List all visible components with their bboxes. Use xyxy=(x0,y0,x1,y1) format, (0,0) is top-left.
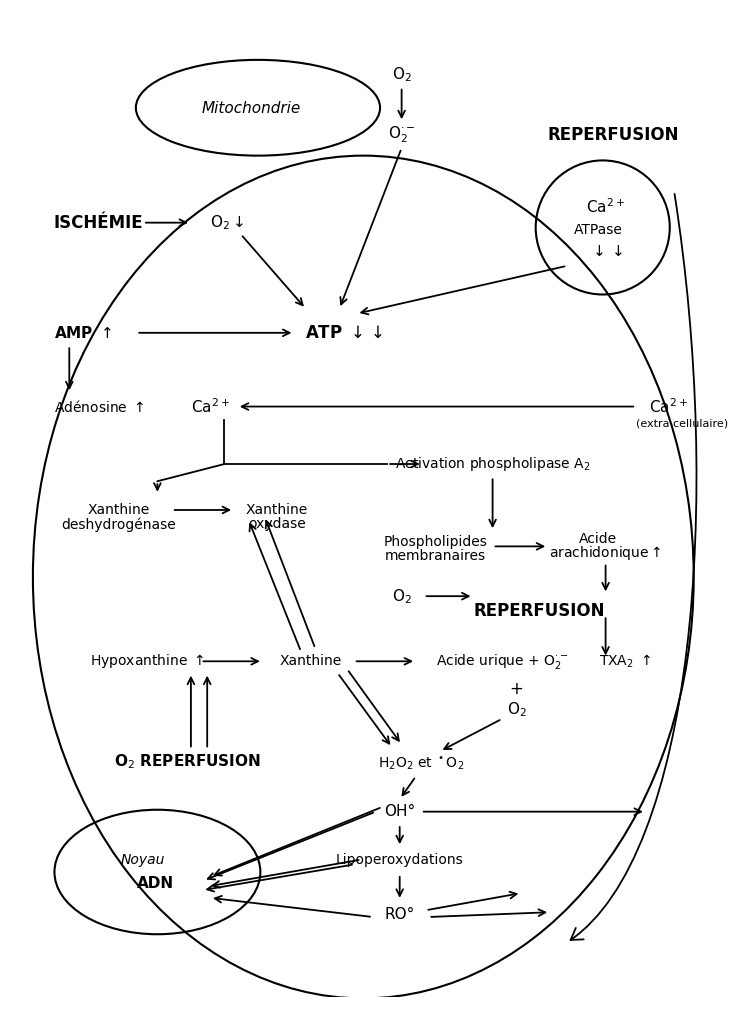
Text: Xanthine: Xanthine xyxy=(88,503,150,517)
Text: Lipoperoxydations: Lipoperoxydations xyxy=(336,854,464,867)
Text: oxydase: oxydase xyxy=(248,518,306,531)
Text: OH°: OH° xyxy=(384,804,415,819)
Text: Acide: Acide xyxy=(579,532,617,546)
Text: O$_2^{·-}$: O$_2^{·-}$ xyxy=(388,124,415,145)
Text: Ca$^{2+}$: Ca$^{2+}$ xyxy=(190,397,229,416)
Text: O$_2$: O$_2$ xyxy=(391,65,412,84)
Text: (extra cellulaire): (extra cellulaire) xyxy=(636,419,728,429)
Text: Mitochondrie: Mitochondrie xyxy=(202,101,301,116)
Text: deshydrogénase: deshydrogénase xyxy=(62,517,176,532)
Text: Ca$^{2+}$: Ca$^{2+}$ xyxy=(648,397,687,416)
Text: Hypoxanthine $\uparrow$: Hypoxanthine $\uparrow$ xyxy=(90,652,205,671)
Text: O$_2$$\downarrow$: O$_2$$\downarrow$ xyxy=(211,213,244,232)
Text: REPERFUSION: REPERFUSION xyxy=(548,125,679,144)
Text: membranaires: membranaires xyxy=(385,549,486,562)
Text: Ca$^{2+}$: Ca$^{2+}$ xyxy=(586,197,625,216)
Text: ATP $\downarrow\downarrow$: ATP $\downarrow\downarrow$ xyxy=(305,324,383,341)
Text: Acide urique + O$_2^{·-}$: Acide urique + O$_2^{·-}$ xyxy=(436,652,568,671)
Text: Noyau: Noyau xyxy=(121,853,165,866)
Text: Xanthine: Xanthine xyxy=(279,654,342,668)
Text: arachidonique$\uparrow$: arachidonique$\uparrow$ xyxy=(549,544,662,562)
Text: Activation phospholipase A$_2$: Activation phospholipase A$_2$ xyxy=(395,455,590,473)
Text: AMP $\uparrow$: AMP $\uparrow$ xyxy=(54,325,112,340)
Text: $\downarrow\downarrow$: $\downarrow\downarrow$ xyxy=(590,244,623,259)
Text: Xanthine: Xanthine xyxy=(246,503,309,517)
Text: TXA$_2$ $\uparrow$: TXA$_2$ $\uparrow$ xyxy=(598,652,651,671)
Text: O$_2$: O$_2$ xyxy=(506,700,527,718)
Text: +: + xyxy=(509,680,524,698)
Text: ADN: ADN xyxy=(137,876,174,891)
Text: Adénosine $\uparrow$: Adénosine $\uparrow$ xyxy=(54,398,144,415)
Text: Phospholipides: Phospholipides xyxy=(383,535,487,548)
FancyArrowPatch shape xyxy=(571,194,696,940)
Text: O$_2$: O$_2$ xyxy=(391,587,412,605)
Text: ATPase: ATPase xyxy=(574,223,622,237)
Text: REPERFUSION: REPERFUSION xyxy=(474,601,605,620)
Text: ISCHÉMIE: ISCHÉMIE xyxy=(54,214,143,231)
Text: H$_2$O$_2$ et $^\bullet$O$_2$: H$_2$O$_2$ et $^\bullet$O$_2$ xyxy=(378,755,464,772)
Text: O$_2$ REPERFUSION: O$_2$ REPERFUSION xyxy=(114,752,261,771)
Text: RO°: RO° xyxy=(385,907,415,921)
